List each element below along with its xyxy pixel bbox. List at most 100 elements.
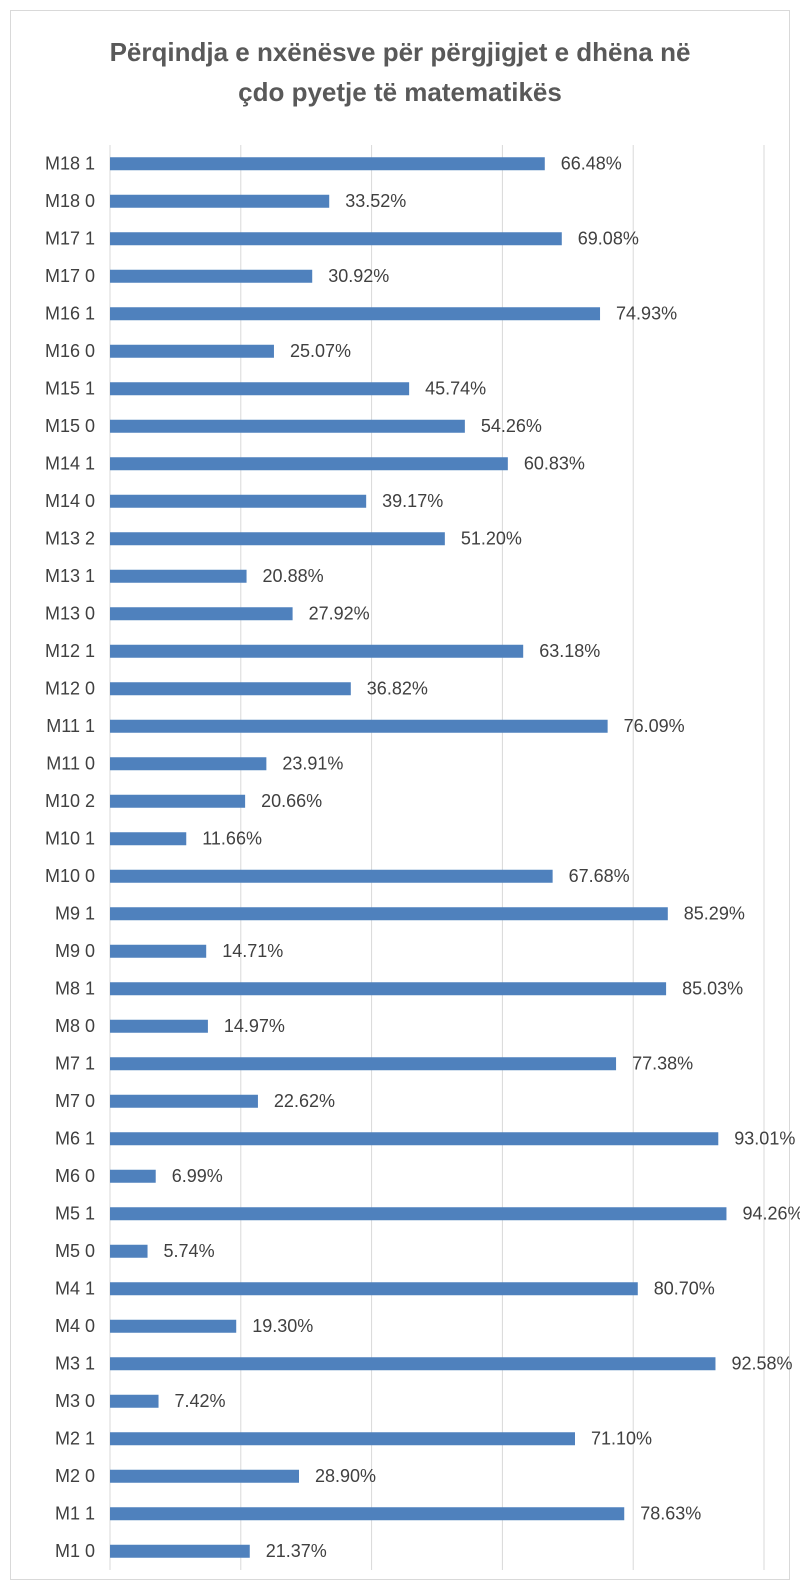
data-label: 94.26% <box>742 1204 800 1224</box>
y-tick-label: M17 1 <box>45 229 95 249</box>
data-label: 19.30% <box>252 1316 313 1336</box>
data-label: 6.99% <box>172 1166 223 1186</box>
y-tick-label: M2 0 <box>55 1466 95 1486</box>
y-tick-label: M2 1 <box>55 1429 95 1449</box>
bar <box>110 344 274 358</box>
data-label: 66.48% <box>561 154 622 174</box>
y-tick-label: M3 0 <box>55 1391 95 1411</box>
data-label: 71.10% <box>591 1429 652 1449</box>
y-tick-label: M4 0 <box>55 1316 95 1336</box>
y-tick-label: M3 1 <box>55 1354 95 1374</box>
y-tick-label: M1 0 <box>55 1541 95 1561</box>
bar <box>110 982 667 996</box>
y-tick-label: M13 0 <box>45 604 95 624</box>
bar <box>110 757 267 771</box>
y-tick-label: M6 0 <box>55 1166 95 1186</box>
data-label: 20.66% <box>261 791 322 811</box>
data-label: 69.08% <box>578 229 639 249</box>
bar <box>110 794 246 808</box>
data-label: 5.74% <box>164 1241 215 1261</box>
y-tick-label: M12 0 <box>45 679 95 699</box>
bar <box>110 494 367 508</box>
data-label: 22.62% <box>274 1091 335 1111</box>
bar <box>110 269 313 283</box>
y-tick-label: M16 1 <box>45 304 95 324</box>
data-label: 93.01% <box>734 1129 795 1149</box>
y-tick-label: M16 0 <box>45 341 95 361</box>
y-tick-label: M7 0 <box>55 1091 95 1111</box>
y-tick-label: M6 1 <box>55 1129 95 1149</box>
y-tick-label: M15 1 <box>45 379 95 399</box>
bar <box>110 194 330 208</box>
data-label: 25.07% <box>290 341 351 361</box>
bar <box>110 1244 148 1258</box>
bar <box>110 1394 159 1408</box>
bar <box>110 382 410 396</box>
data-label: 20.88% <box>263 566 324 586</box>
data-label: 21.37% <box>266 1541 327 1561</box>
y-tick-label: M13 1 <box>45 566 95 586</box>
bar <box>110 457 508 471</box>
bar <box>110 307 601 321</box>
data-label: 45.74% <box>425 379 486 399</box>
data-label: 80.70% <box>654 1279 715 1299</box>
bar <box>110 1319 237 1333</box>
data-label: 14.97% <box>224 1016 285 1036</box>
y-tick-label: M11 0 <box>46 754 95 774</box>
data-label: 63.18% <box>539 641 600 661</box>
data-label: 23.91% <box>282 754 343 774</box>
data-label: 92.58% <box>731 1354 792 1374</box>
y-tick-label: M13 2 <box>45 529 95 549</box>
data-label: 67.68% <box>569 866 630 886</box>
bar <box>110 1432 575 1446</box>
y-tick-label: M9 1 <box>55 904 95 924</box>
data-label: 28.90% <box>315 1466 376 1486</box>
data-label: 60.83% <box>524 454 585 474</box>
data-label: 30.92% <box>328 266 389 286</box>
bar <box>110 719 608 733</box>
bar <box>110 569 247 583</box>
data-label: 51.20% <box>461 529 522 549</box>
bar <box>110 1094 258 1108</box>
data-label: 7.42% <box>175 1391 226 1411</box>
bar <box>110 1169 156 1183</box>
data-label: 11.66% <box>202 829 262 849</box>
bar <box>110 532 445 546</box>
data-label: 54.26% <box>481 416 542 436</box>
chart-title: Përqindja e nxënësve për përgjigjet e dh… <box>109 37 691 107</box>
y-tick-label: M15 0 <box>45 416 95 436</box>
data-label: 36.82% <box>367 679 428 699</box>
y-tick-label: M18 0 <box>45 191 95 211</box>
data-label: 33.52% <box>345 191 406 211</box>
y-tick-label: M14 0 <box>45 491 95 511</box>
y-tick-label: M10 0 <box>45 866 95 886</box>
data-label: 85.03% <box>682 979 743 999</box>
chart-frame <box>10 10 790 1580</box>
bar <box>110 232 562 246</box>
y-tick-label: M8 0 <box>55 1016 95 1036</box>
bar <box>110 1132 719 1146</box>
bar <box>110 1057 617 1071</box>
data-label: 14.71% <box>222 941 283 961</box>
bar <box>110 157 545 171</box>
y-tick-label: M5 0 <box>55 1241 95 1261</box>
bar <box>110 907 668 921</box>
y-tick-label: M14 1 <box>45 454 95 474</box>
data-label: 74.93% <box>616 304 677 324</box>
y-tick-label: M11 1 <box>46 716 95 736</box>
bar <box>110 832 187 846</box>
bar <box>110 419 465 433</box>
bar <box>110 682 351 696</box>
data-label: 77.38% <box>632 1054 693 1074</box>
bar <box>110 1357 716 1371</box>
bar <box>110 1019 208 1033</box>
bar <box>110 1507 625 1521</box>
y-tick-label: M18 1 <box>45 154 95 174</box>
y-tick-label: M1 1 <box>55 1504 95 1524</box>
bar <box>110 1544 250 1558</box>
y-tick-label: M12 1 <box>45 641 95 661</box>
data-label: 39.17% <box>382 491 443 511</box>
bar <box>110 869 553 883</box>
